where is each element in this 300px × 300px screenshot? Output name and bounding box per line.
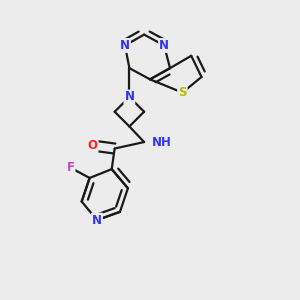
Text: N: N (159, 39, 169, 52)
Text: F: F (67, 161, 74, 174)
Text: O: O (88, 139, 98, 152)
Text: N: N (124, 91, 134, 103)
Text: N: N (92, 214, 102, 226)
Text: S: S (178, 86, 187, 99)
Text: NH: NH (152, 136, 172, 148)
Text: N: N (120, 39, 130, 52)
